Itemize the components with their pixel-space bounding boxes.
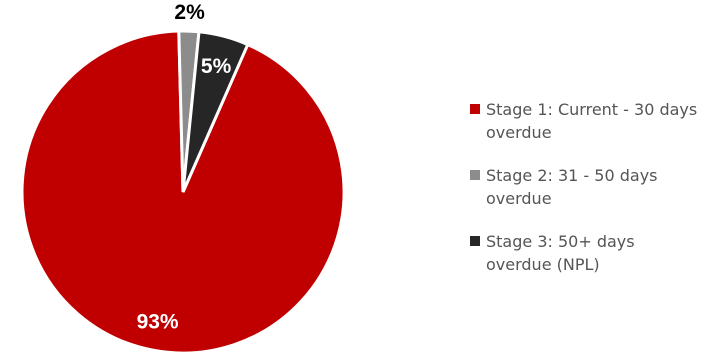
legend-swatch-stage-1 bbox=[470, 104, 480, 114]
chart-legend: Stage 1: Current - 30 days overdue Stage… bbox=[470, 98, 715, 296]
legend-label-stage-2: Stage 2: 31 - 50 days overdue bbox=[486, 166, 658, 208]
legend-label-stage-3: Stage 3: 50+ days overdue (NPL) bbox=[486, 232, 635, 274]
legend-swatch-stage-2 bbox=[470, 170, 480, 180]
legend-item-stage-1: Stage 1: Current - 30 days overdue bbox=[470, 98, 715, 144]
legend-label-stage-1: Stage 1: Current - 30 days overdue bbox=[486, 100, 698, 142]
legend-swatch-stage-3 bbox=[470, 236, 480, 246]
legend-item-stage-2: Stage 2: 31 - 50 days overdue bbox=[470, 164, 715, 210]
legend-item-stage-3: Stage 3: 50+ days overdue (NPL) bbox=[470, 230, 715, 276]
slice-label-stage-1: 93% bbox=[137, 311, 179, 334]
pie-slice-stage-3 bbox=[181, 30, 250, 193]
slice-label-stage-3: 5% bbox=[201, 55, 232, 78]
slice-label-stage-2: 2% bbox=[174, 1, 205, 24]
